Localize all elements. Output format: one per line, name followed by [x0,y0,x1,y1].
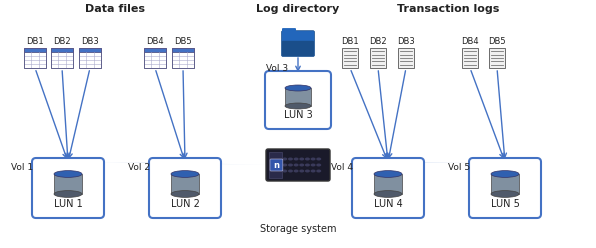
Text: DB4: DB4 [461,37,479,46]
Ellipse shape [491,171,519,177]
Ellipse shape [283,169,287,173]
Text: Data files: Data files [85,4,145,14]
FancyBboxPatch shape [491,174,519,194]
Ellipse shape [374,191,402,197]
Text: Storage system: Storage system [260,224,336,234]
Ellipse shape [316,157,321,160]
Ellipse shape [288,169,293,173]
Ellipse shape [54,171,82,177]
FancyBboxPatch shape [172,52,194,68]
FancyBboxPatch shape [266,149,330,181]
FancyBboxPatch shape [265,71,331,129]
Text: Vol 5: Vol 5 [448,163,470,173]
FancyBboxPatch shape [270,159,283,171]
Ellipse shape [299,163,305,166]
Text: DB3: DB3 [81,37,99,46]
Text: LUN 5: LUN 5 [491,199,520,209]
Polygon shape [100,162,268,165]
Ellipse shape [311,157,316,160]
Text: Vol 1: Vol 1 [11,163,33,173]
FancyBboxPatch shape [24,48,46,52]
Ellipse shape [288,163,293,166]
Text: DB3: DB3 [397,37,415,46]
Ellipse shape [299,169,305,173]
FancyBboxPatch shape [32,158,104,218]
Ellipse shape [305,169,310,173]
Text: DB1: DB1 [341,37,359,46]
FancyBboxPatch shape [269,152,282,178]
Ellipse shape [316,169,321,173]
Ellipse shape [311,169,316,173]
Text: n: n [274,160,280,169]
Ellipse shape [283,157,287,160]
Ellipse shape [285,103,311,109]
Text: LUN 2: LUN 2 [170,199,200,209]
Ellipse shape [171,171,199,177]
Text: Vol 3: Vol 3 [266,64,288,73]
FancyBboxPatch shape [281,31,315,57]
FancyBboxPatch shape [144,52,166,68]
FancyBboxPatch shape [54,174,82,194]
Text: Log directory: Log directory [256,4,340,14]
FancyBboxPatch shape [79,48,101,52]
FancyBboxPatch shape [79,52,101,68]
Ellipse shape [288,157,293,160]
Ellipse shape [374,171,402,177]
Text: DB5: DB5 [174,37,192,46]
Text: Vol 4: Vol 4 [331,163,353,173]
Polygon shape [328,162,473,165]
FancyBboxPatch shape [51,48,73,52]
FancyBboxPatch shape [144,48,166,52]
Ellipse shape [299,157,305,160]
Text: DB4: DB4 [146,37,164,46]
Ellipse shape [294,163,299,166]
Text: LUN 4: LUN 4 [374,199,402,209]
FancyBboxPatch shape [171,174,199,194]
FancyBboxPatch shape [285,88,311,106]
FancyBboxPatch shape [398,48,414,68]
FancyBboxPatch shape [462,48,478,68]
FancyBboxPatch shape [24,52,46,68]
Text: DB2: DB2 [53,37,71,46]
Text: DB2: DB2 [369,37,387,46]
FancyBboxPatch shape [342,48,358,68]
Ellipse shape [294,169,299,173]
FancyBboxPatch shape [282,28,296,34]
Text: Transaction logs: Transaction logs [397,4,499,14]
FancyBboxPatch shape [469,158,541,218]
FancyBboxPatch shape [149,158,221,218]
Ellipse shape [491,191,519,197]
FancyBboxPatch shape [489,48,505,68]
Text: DB1: DB1 [26,37,44,46]
Ellipse shape [305,157,310,160]
Ellipse shape [305,163,310,166]
Text: DB5: DB5 [488,37,506,46]
Ellipse shape [54,191,82,197]
Text: LUN 3: LUN 3 [284,110,312,120]
Ellipse shape [285,85,311,91]
FancyBboxPatch shape [282,41,314,56]
Ellipse shape [294,157,299,160]
Ellipse shape [283,163,287,166]
FancyBboxPatch shape [172,48,194,52]
FancyBboxPatch shape [370,48,386,68]
Ellipse shape [171,191,199,197]
FancyBboxPatch shape [51,52,73,68]
FancyBboxPatch shape [374,174,402,194]
Text: LUN 1: LUN 1 [54,199,82,209]
Ellipse shape [311,163,316,166]
Text: Vol 2: Vol 2 [128,163,150,173]
Ellipse shape [316,163,321,166]
FancyBboxPatch shape [352,158,424,218]
